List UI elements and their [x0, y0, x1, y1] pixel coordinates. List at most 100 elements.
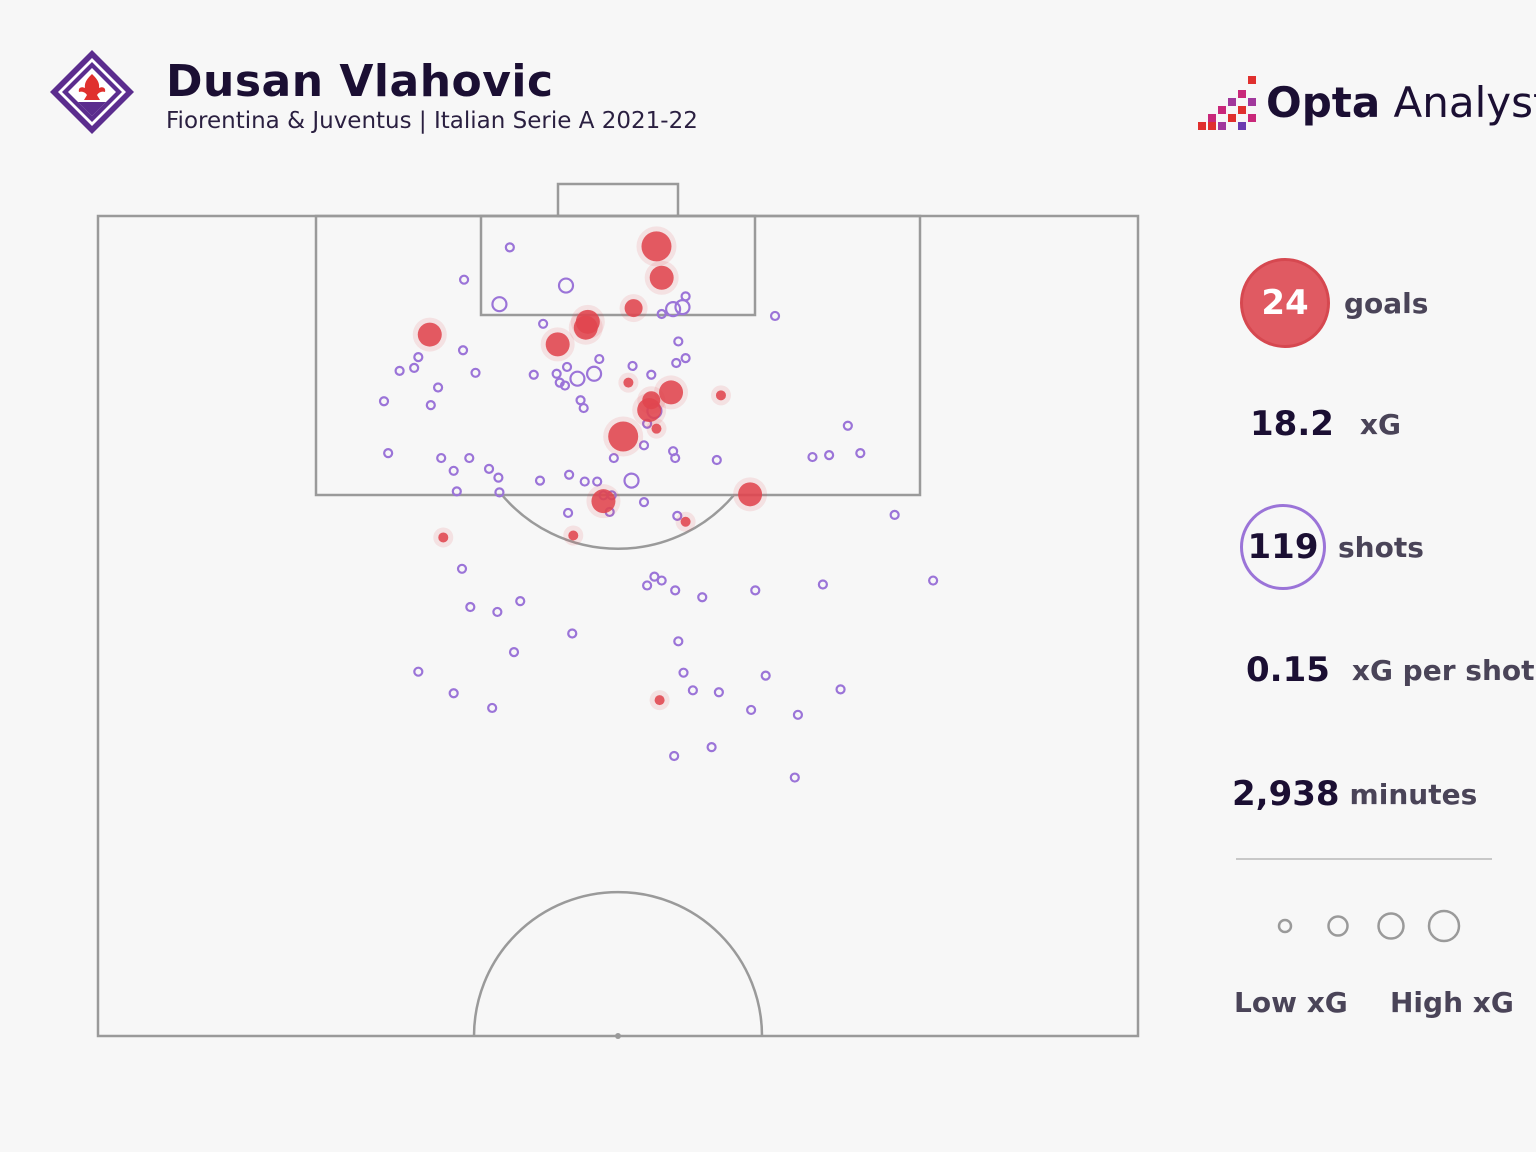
shot-marker: [569, 370, 586, 387]
shot-marker: [713, 687, 724, 698]
legend-low-label: Low xG: [1234, 986, 1348, 1019]
shot-marker: [534, 475, 546, 486]
shot-marker: [413, 352, 424, 363]
xg-label: xG: [1359, 407, 1401, 441]
shot-marker: [448, 465, 459, 476]
shot-marker: [673, 636, 684, 647]
shot-marker: [432, 382, 444, 393]
goal-marker: [651, 423, 662, 434]
shot-marker: [378, 396, 390, 407]
shot-marker: [487, 702, 498, 714]
shot-marker: [608, 452, 619, 464]
shot-marker: [672, 510, 683, 521]
xg-per-shot-stat: 0.15 xG per shot: [1246, 650, 1535, 690]
goal-marker: [680, 516, 691, 527]
goal-marker: [438, 532, 449, 543]
goal-marker: [649, 265, 674, 290]
shot-marker: [674, 299, 691, 316]
shot-marker: [470, 367, 481, 378]
shot-marker: [789, 772, 800, 783]
shot-marker: [697, 592, 708, 603]
goal-marker: [417, 322, 442, 347]
shot-marker: [706, 742, 717, 753]
player-name: Dusan Vlahovic: [166, 56, 554, 107]
goal-marker: [637, 398, 662, 423]
shot-marker: [564, 469, 575, 480]
shot-marker: [508, 646, 520, 658]
shot-marker: [627, 360, 638, 372]
shot-marker: [835, 684, 846, 695]
shots-layer: [378, 242, 939, 783]
shot-marker: [457, 345, 469, 356]
goal-marker: [715, 390, 726, 401]
goal-marker: [568, 530, 579, 541]
shot-marker: [680, 353, 691, 364]
shot-marker: [746, 704, 757, 716]
shot-marker: [750, 585, 761, 596]
six-yard-box: [479, 214, 757, 317]
shot-marker: [842, 420, 853, 431]
shot-marker: [669, 750, 680, 762]
goal-marker: [573, 315, 598, 340]
shot-marker: [383, 448, 394, 459]
goal-marker: [545, 332, 570, 357]
shot-marker: [670, 585, 681, 596]
shot-marker: [504, 242, 515, 253]
goal-marker: [608, 421, 639, 452]
legend-size-circle: [1327, 915, 1349, 937]
shot-marker: [465, 601, 476, 613]
shot-marker: [594, 353, 605, 365]
shot-marker: [562, 507, 574, 519]
shot-marker: [515, 596, 526, 607]
shot-marker: [646, 369, 657, 380]
goal-marker: [623, 377, 634, 388]
shot-marker: [483, 463, 495, 474]
shot-marker: [649, 571, 660, 582]
shot-marker: [567, 628, 578, 639]
xg-value: 18.2: [1250, 404, 1334, 444]
shot-marker: [425, 400, 436, 411]
shot-marker: [492, 606, 503, 618]
goal-marker: [641, 231, 672, 262]
goal-marker: [654, 695, 665, 706]
shot-marker: [817, 579, 828, 590]
opta-analyst-logo-icon: [1198, 76, 1256, 130]
shot-marker: [559, 380, 571, 391]
minutes-label: minutes: [1349, 777, 1478, 811]
legend-size-circle: [1427, 909, 1461, 943]
shot-marker: [456, 563, 468, 574]
shots-label: shots: [1338, 530, 1424, 564]
shot-marker: [656, 575, 667, 586]
shot-marker: [638, 497, 650, 508]
legend-high-label: High xG: [1390, 986, 1514, 1019]
shot-marker: [409, 362, 420, 373]
fiorentina-crest-icon: [50, 50, 134, 134]
xg-per-shot-label: xG per shot: [1351, 653, 1535, 687]
shot-marker: [494, 487, 505, 498]
shot-marker: [557, 277, 575, 294]
shot-marker: [585, 365, 603, 382]
shot-marker: [807, 451, 818, 463]
shot-marker: [491, 296, 508, 313]
shots-badge: 119: [1240, 504, 1326, 590]
shot-marker: [493, 472, 504, 483]
centre-spot: [615, 1033, 621, 1039]
minutes-stat: 2,938 minutes: [1232, 774, 1477, 814]
xg-per-shot-value: 0.15: [1246, 650, 1330, 690]
shot-marker: [464, 452, 475, 464]
shot-marker: [394, 365, 405, 376]
shot-marker: [623, 472, 640, 489]
shot-marker: [760, 670, 771, 681]
goals-stat: 24 goals: [1240, 258, 1428, 348]
penalty-arc: [501, 494, 735, 551]
shot-marker: [448, 688, 459, 699]
shot-marker: [670, 452, 681, 464]
goals-layer: [412, 226, 768, 711]
shot-marker: [413, 666, 424, 677]
shot-marker: [656, 308, 667, 320]
goal-marker: [624, 299, 643, 318]
shot-marker: [458, 274, 470, 285]
shot-marker: [711, 454, 722, 466]
shots-stat: 119 shots: [1240, 504, 1424, 590]
shot-marker: [855, 448, 866, 459]
